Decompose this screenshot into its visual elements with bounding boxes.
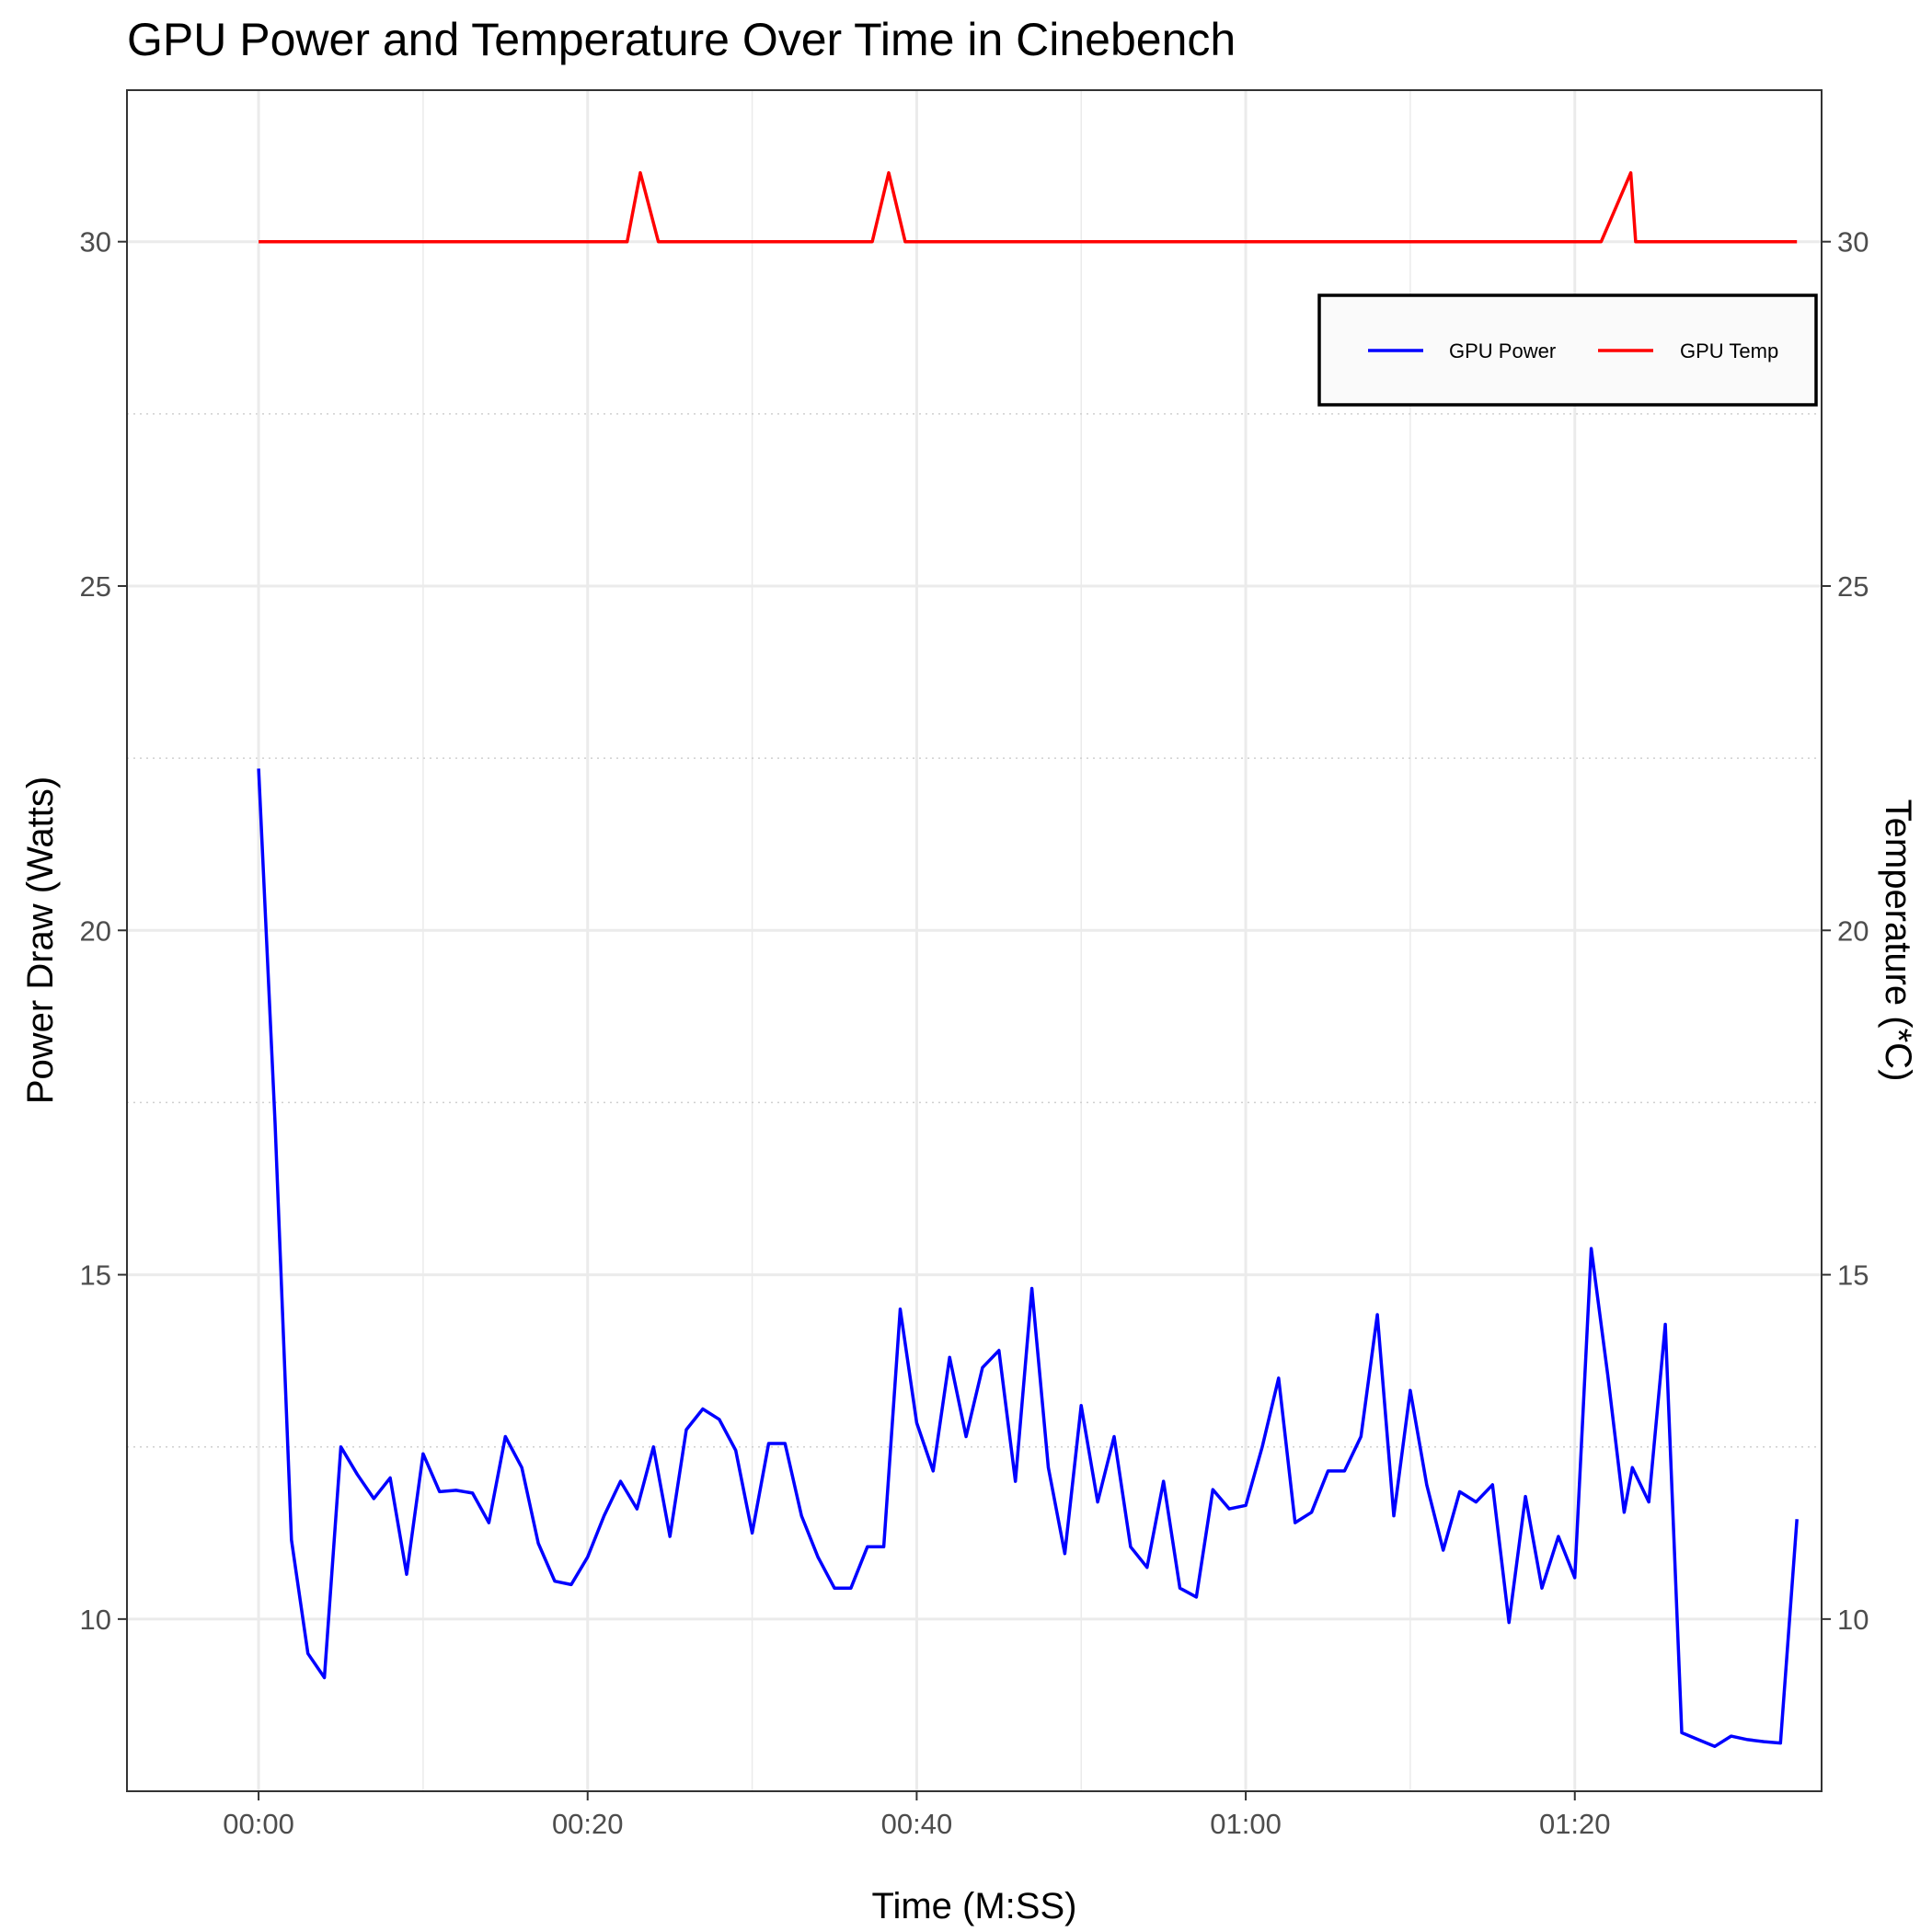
y-tick-label: 25 [80,570,111,603]
grid [127,90,1822,1791]
x-tick-label: 00:00 [223,1808,294,1840]
y-tick-label: 20 [80,914,111,947]
y2-axis-title: Temperature (*C) [1878,799,1918,1082]
x-tick-label: 01:20 [1539,1808,1611,1840]
y-tick-label: 30 [80,226,111,259]
x-axis-title: Time (M:SS) [872,1886,1077,1926]
series-line-gpu-temp [259,171,1798,244]
series-group [257,171,1799,1749]
y-tick-label: 15 [80,1259,111,1292]
series-line-gpu-power [257,768,1799,1749]
y2-tick-label: 20 [1837,914,1869,947]
y2-tick-label: 25 [1837,570,1869,603]
y2-tick-label: 10 [1837,1604,1869,1636]
legend-label-gpu-power: GPU Power [1449,339,1556,362]
x-tick-label: 00:40 [881,1808,953,1840]
y2-tick-label: 15 [1837,1259,1869,1292]
y2-tick-label: 30 [1837,226,1869,259]
x-tick-label: 00:20 [552,1808,624,1840]
legend-label-gpu-temp: GPU Temp [1680,339,1778,362]
x-tick-label: 01:00 [1210,1808,1282,1840]
y-axis-title: Power Draw (Watts) [20,776,61,1104]
plot-border [126,89,1823,1792]
axes: 00:00 00:20 00:40 01:00 01:20 10 15 20 25 30 10 15 2… [80,226,1869,1840]
y-tick-label: 10 [80,1604,111,1636]
legend: GPU Power GPU Temp [1317,293,1818,407]
chart-title: GPU Power and Temperature Over Time in C… [127,14,1236,65]
